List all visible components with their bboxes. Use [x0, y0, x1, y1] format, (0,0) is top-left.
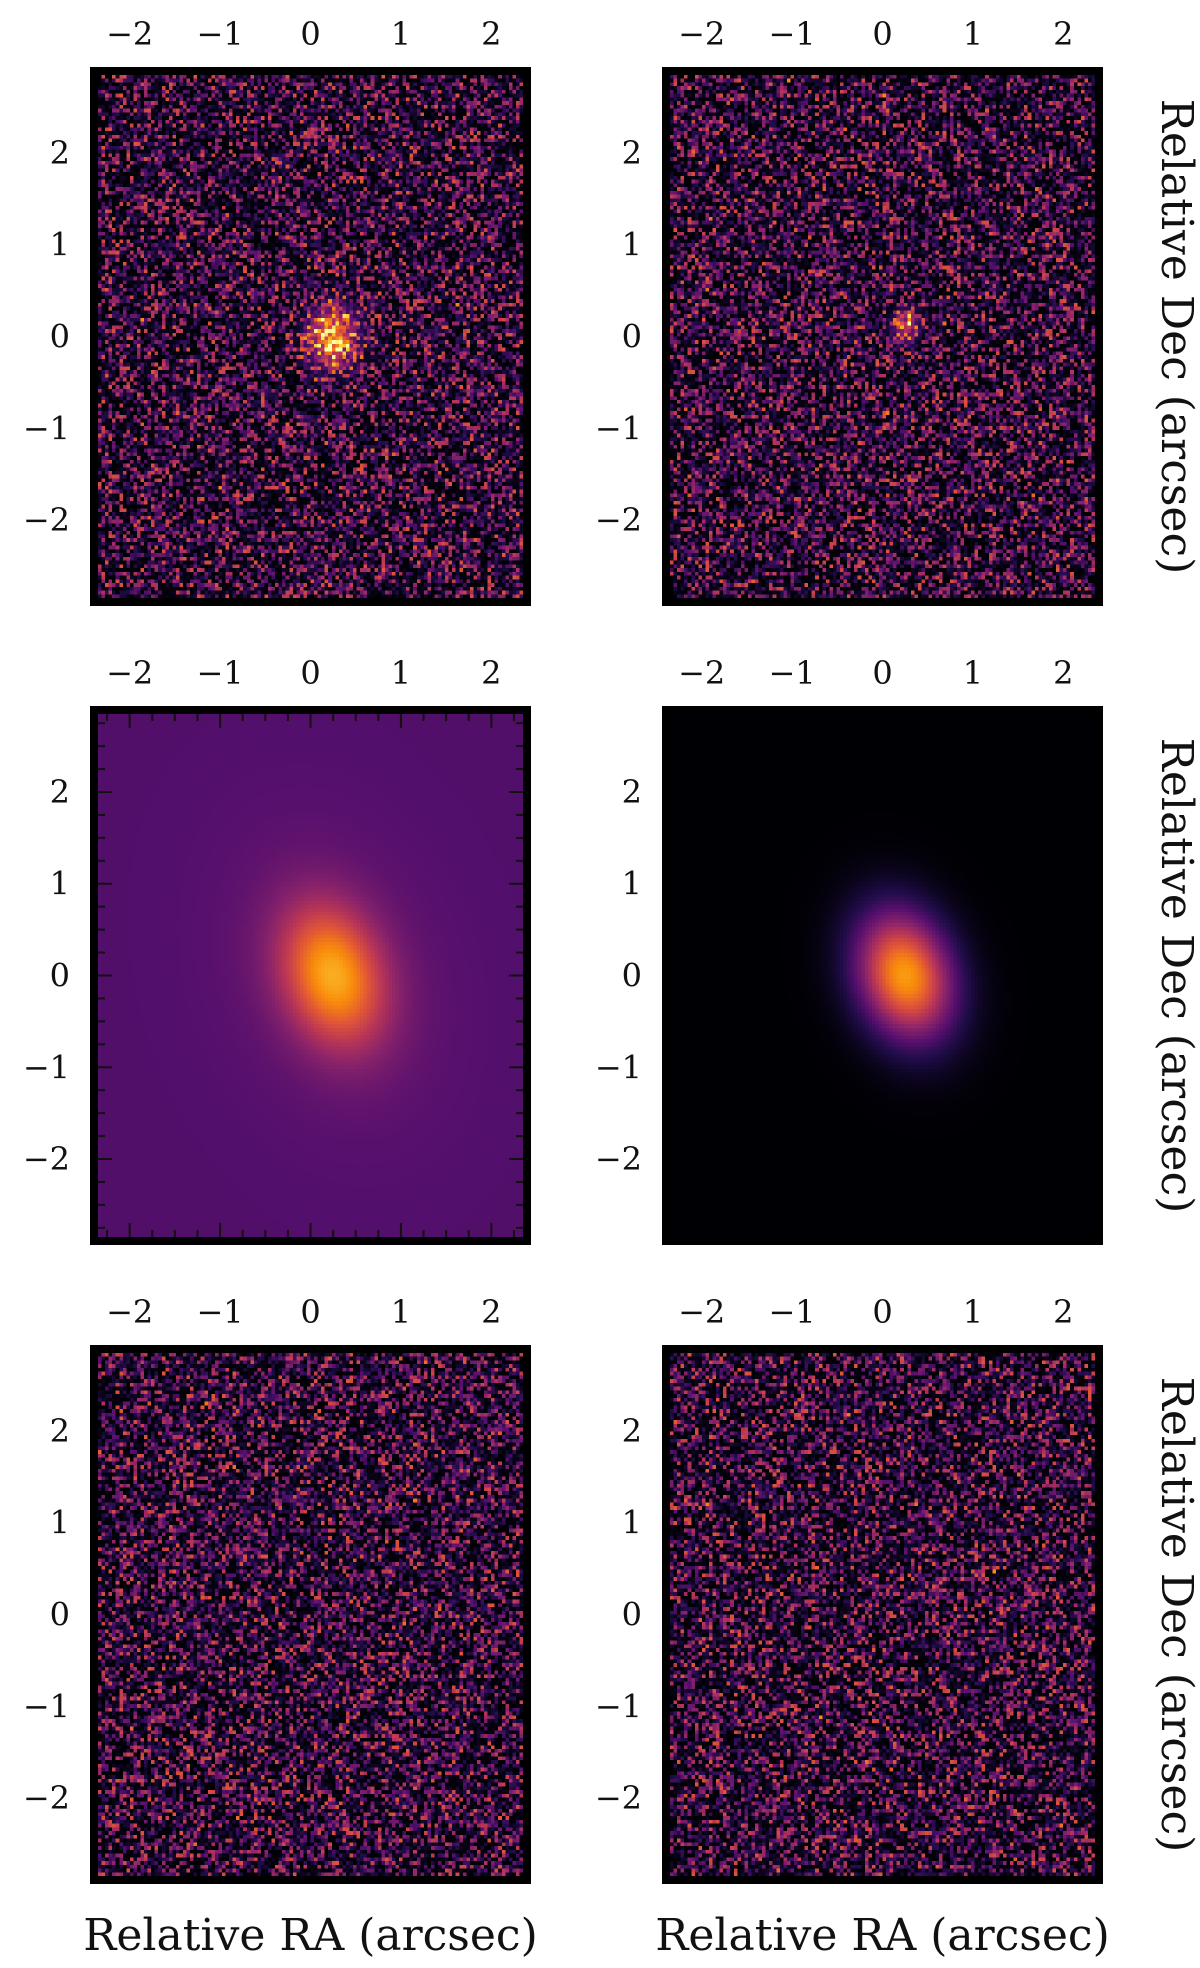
panel-row2-left: −2 −1 0 1 2 2 1 0 −1 −2 [23, 654, 531, 1245]
x-tick-label: −2 [106, 654, 153, 692]
y-tick-label: −2 [595, 1140, 642, 1178]
panel-row1-left: −2 −1 0 1 2 2 1 0 −1 −2 [23, 15, 531, 606]
y-tick-label: 0 [622, 318, 642, 356]
x-tick-label: 0 [872, 15, 892, 53]
x-tick-label: 2 [1053, 1293, 1073, 1331]
panel-row1-right: −2 −1 0 1 2 2 1 0 −1 −2 Relative Dec (arcsec) [595, 15, 1200, 606]
y-tick-label: −2 [23, 501, 70, 539]
y-tick-label: −1 [23, 1048, 70, 1086]
y-tick-label: 1 [622, 1504, 642, 1542]
panel-row3-left: −2 −1 0 1 2 2 1 0 −1 −2 Relative RA (arcsec) [23, 1293, 538, 1961]
y-tick-label: 1 [50, 865, 70, 903]
x-tick-label: −1 [768, 15, 815, 53]
x-tick-label: 0 [872, 654, 892, 692]
x-tick-label: 1 [963, 1293, 983, 1331]
y-tick-label: 0 [622, 1596, 642, 1634]
x-tick-label: −2 [678, 1293, 725, 1331]
y-tick-label: −1 [595, 1048, 642, 1086]
heatmap-image [670, 714, 1095, 1237]
y-tick-label: 2 [50, 773, 70, 811]
y-axis-label: Relative Dec (arcsec) [1151, 99, 1200, 575]
x-tick-label: 1 [391, 15, 411, 53]
x-tick-label: 2 [1053, 15, 1073, 53]
y-axis-label: Relative Dec (arcsec) [1151, 738, 1200, 1214]
x-tick-label: −1 [768, 1293, 815, 1331]
x-tick-label: 1 [963, 15, 983, 53]
y-tick-label: −1 [595, 1687, 642, 1725]
x-tick-label: 2 [481, 15, 501, 53]
y-tick-label: −2 [595, 501, 642, 539]
heatmap-image [98, 714, 523, 1237]
x-tick-label: −2 [106, 1293, 153, 1331]
y-tick-label: 1 [622, 865, 642, 903]
x-tick-label: −2 [106, 15, 153, 53]
x-tick-label: −1 [196, 15, 243, 53]
x-tick-label: 0 [872, 1293, 892, 1331]
y-tick-label: 0 [50, 318, 70, 356]
y-tick-label: 1 [622, 226, 642, 264]
y-tick-label: 2 [50, 1412, 70, 1450]
y-tick-label: 1 [50, 226, 70, 264]
y-tick-label: 1 [50, 1504, 70, 1542]
y-tick-label: −1 [595, 409, 642, 447]
x-tick-label: 2 [1053, 654, 1073, 692]
x-tick-label: −1 [768, 654, 815, 692]
x-tick-label: 1 [391, 654, 411, 692]
x-tick-label: 0 [300, 1293, 320, 1331]
x-tick-label: 2 [481, 1293, 501, 1331]
y-tick-label: −2 [595, 1779, 642, 1817]
x-axis-label: Relative RA (arcsec) [655, 1910, 1110, 1961]
y-tick-label: 0 [622, 957, 642, 995]
y-tick-label: 0 [50, 957, 70, 995]
heatmap-image [670, 1353, 1095, 1876]
y-tick-label: 2 [622, 134, 642, 172]
x-axis-label: Relative RA (arcsec) [83, 1910, 538, 1961]
y-tick-label: −1 [23, 409, 70, 447]
y-tick-label: 0 [50, 1596, 70, 1634]
panel-row3-right: −2 −1 0 1 2 2 1 0 −1 −2 Relative Dec (arcsec) Relat… [595, 1293, 1200, 1961]
x-tick-label: 2 [481, 654, 501, 692]
x-tick-label: 0 [300, 654, 320, 692]
heatmap-image [670, 75, 1095, 598]
tick-marks [98, 714, 523, 1237]
x-tick-label: −2 [678, 654, 725, 692]
y-tick-label: 2 [50, 134, 70, 172]
x-tick-label: 0 [300, 15, 320, 53]
y-tick-label: 2 [622, 773, 642, 811]
y-tick-label: −2 [23, 1140, 70, 1178]
panel-row2-right: −2 −1 0 1 2 2 1 0 −1 −2 Relative Dec (arcsec) [595, 654, 1200, 1245]
heatmap-image [98, 75, 523, 598]
y-axis-label: Relative Dec (arcsec) [1151, 1377, 1200, 1853]
x-tick-label: 1 [391, 1293, 411, 1331]
x-tick-label: −1 [196, 654, 243, 692]
x-tick-label: −1 [196, 1293, 243, 1331]
heatmap-image [98, 1353, 523, 1876]
x-tick-label: 1 [963, 654, 983, 692]
y-tick-label: 2 [622, 1412, 642, 1450]
x-tick-label: −2 [678, 15, 725, 53]
y-tick-label: −2 [23, 1779, 70, 1817]
y-tick-label: −1 [23, 1687, 70, 1725]
